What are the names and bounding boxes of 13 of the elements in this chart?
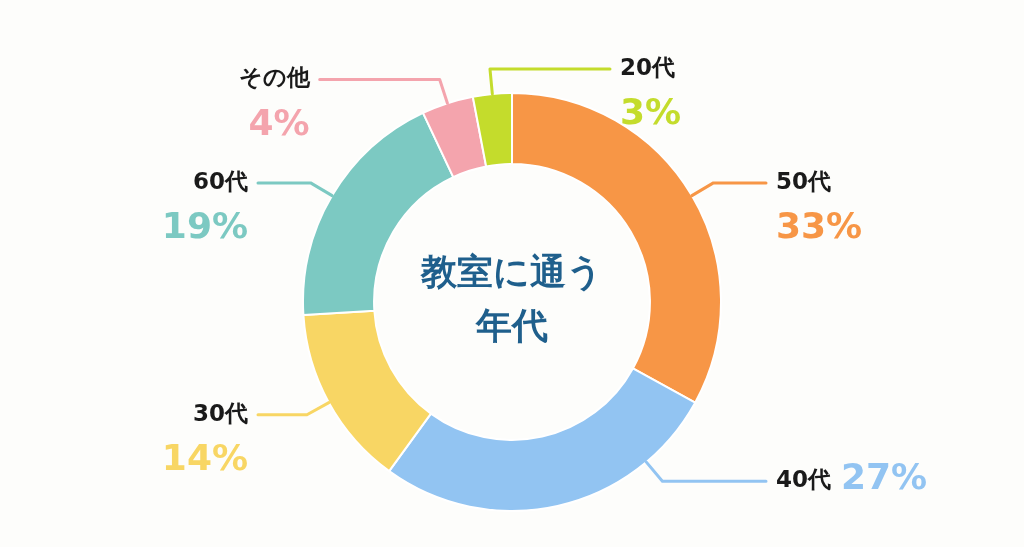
slice-label: 20代 — [619, 54, 675, 81]
data-label: 3% — [619, 91, 682, 133]
data-label: 33% — [776, 205, 863, 247]
slice-label: 50代 — [776, 167, 832, 194]
slice-label: 60代 — [192, 167, 248, 194]
data-label: 19% — [161, 205, 248, 247]
slice-label: 40代 — [776, 466, 832, 493]
data-label: 27% — [841, 455, 928, 497]
data-label: 14% — [161, 437, 248, 479]
text: 教室に通う年代 — [420, 251, 603, 347]
slice-label: 30代 — [192, 399, 248, 426]
data-label: 4% — [248, 101, 310, 143]
slice-label: その他 — [238, 64, 311, 91]
